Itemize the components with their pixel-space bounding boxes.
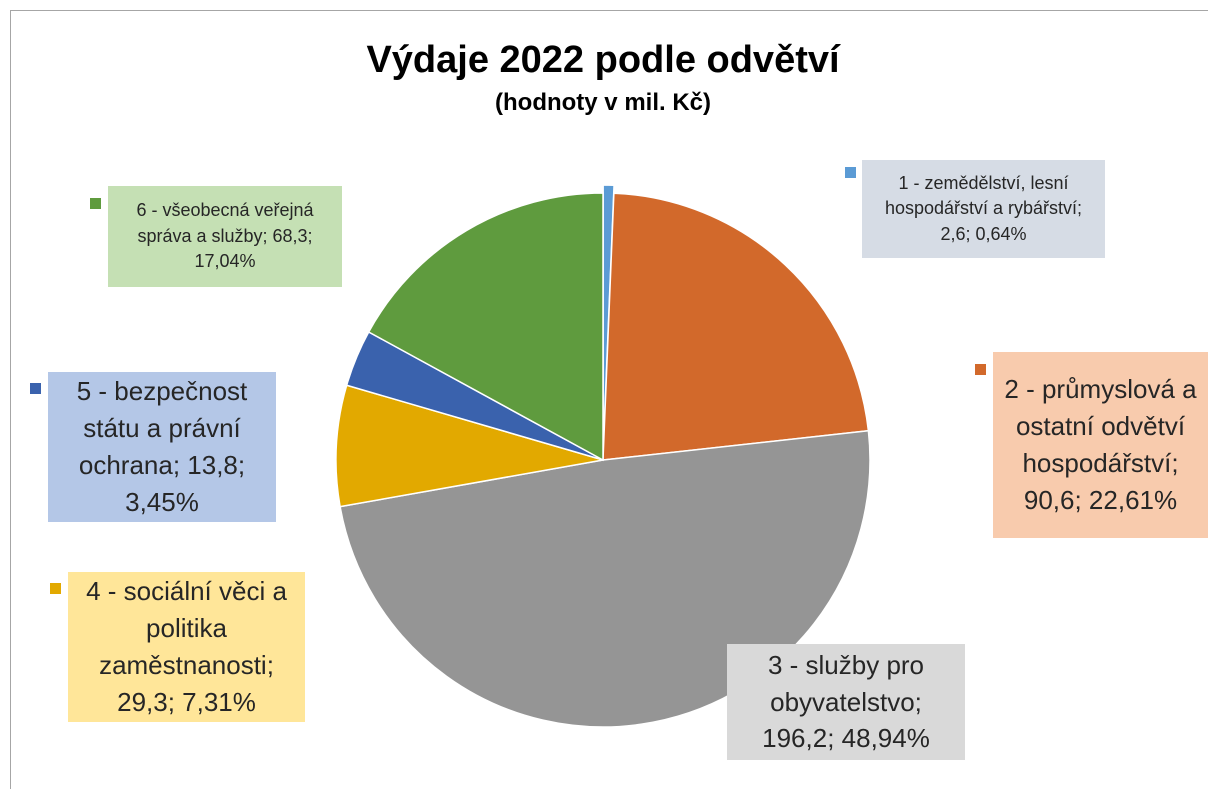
- legend-key: [30, 383, 41, 394]
- data-label: 6 - všeobecná veřejná správa a služby; 6…: [108, 186, 342, 287]
- legend-key: [90, 198, 101, 209]
- data-label: 2 - průmyslová a ostatní odvětví hospodá…: [993, 352, 1208, 538]
- legend-key: [50, 583, 61, 594]
- legend-key: [845, 167, 856, 178]
- data-label: 5 - bezpečnost státu a právní ochrana; 1…: [48, 372, 276, 522]
- data-label: 4 - sociální věci a politika zaměstnanos…: [68, 572, 305, 722]
- chart-title: Výdaje 2022 podle odvětví: [366, 39, 841, 81]
- pie-slice: [367, 192, 604, 462]
- pie-slice: [335, 384, 604, 508]
- chart-frame: [10, 10, 1208, 789]
- data-label: 3 - služby pro obyvatelstvo; 196,2; 48,9…: [727, 644, 965, 760]
- chart-subtitle: (hodnoty v mil. Kč): [495, 89, 711, 116]
- data-label: 1 - zemědělství, lesní hospodářství a ry…: [862, 160, 1105, 258]
- legend-key: [975, 364, 986, 375]
- pie-slice: [602, 192, 870, 461]
